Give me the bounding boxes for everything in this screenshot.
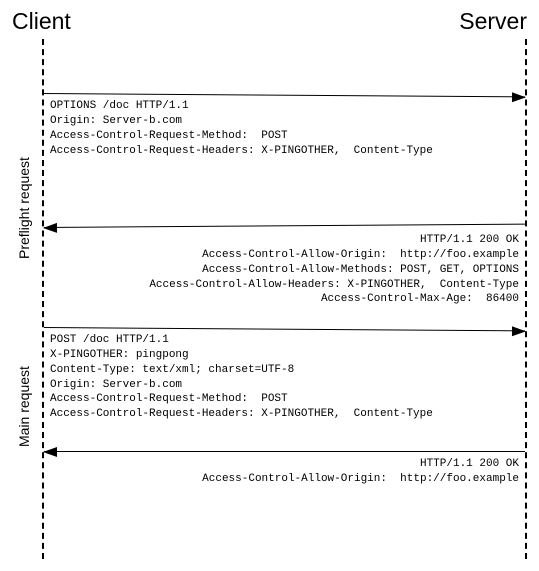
msg-line: Origin: Server-b.com [46, 114, 523, 129]
client-lifeline [42, 39, 44, 559]
client-label: Client [12, 8, 71, 35]
preflight-request-message: OPTIONS /doc HTTP/1.1 Origin: Server-b.c… [46, 99, 523, 158]
msg-line: Access-Control-Request-Headers: X-PINGOT… [46, 144, 523, 159]
msg-line: Content-Type: text/xml; charset=UTF-8 [46, 363, 523, 378]
preflight-section-label: Preflight request [16, 157, 32, 259]
msg-line: Access-Control-Request-Method: POST [46, 392, 523, 407]
msg-line: POST /doc HTTP/1.1 [46, 333, 523, 348]
sequence-diagram: Preflight request Main request OPTIONS /… [12, 39, 527, 559]
main-request-message: POST /doc HTTP/1.1 X-PINGOTHER: pingpong… [46, 333, 523, 422]
msg-line: Access-Control-Max-Age: 86400 [46, 292, 523, 307]
server-lifeline [525, 39, 527, 559]
msg-line: Access-Control-Allow-Methods: POST, GET,… [46, 263, 523, 278]
server-label: Server [459, 8, 527, 35]
main-response-arrow [44, 451, 525, 452]
msg-line: HTTP/1.1 200 OK [46, 457, 523, 472]
msg-line: Access-Control-Request-Method: POST [46, 129, 523, 144]
preflight-response-arrow [44, 227, 525, 228]
msg-line: Access-Control-Allow-Origin: http://foo.… [46, 248, 523, 263]
msg-line: Access-Control-Allow-Headers: X-PINGOTHE… [46, 278, 523, 293]
msg-line: X-PINGOTHER: pingpong [46, 348, 523, 363]
preflight-response-message: HTTP/1.1 200 OK Access-Control-Allow-Ori… [46, 233, 523, 307]
msg-line: OPTIONS /doc HTTP/1.1 [46, 99, 523, 114]
msg-line: Access-Control-Request-Headers: X-PINGOT… [46, 407, 523, 422]
main-response-message: HTTP/1.1 200 OK Access-Control-Allow-Ori… [46, 457, 523, 487]
msg-line: HTTP/1.1 200 OK [46, 233, 523, 248]
msg-line: Access-Control-Allow-Origin: http://foo.… [46, 472, 523, 487]
preflight-request-arrow [44, 93, 525, 94]
diagram-header: Client Server [0, 0, 539, 39]
main-section-label: Main request [16, 366, 32, 447]
msg-line: Origin: Server-b.com [46, 378, 523, 393]
main-request-arrow [44, 327, 525, 328]
